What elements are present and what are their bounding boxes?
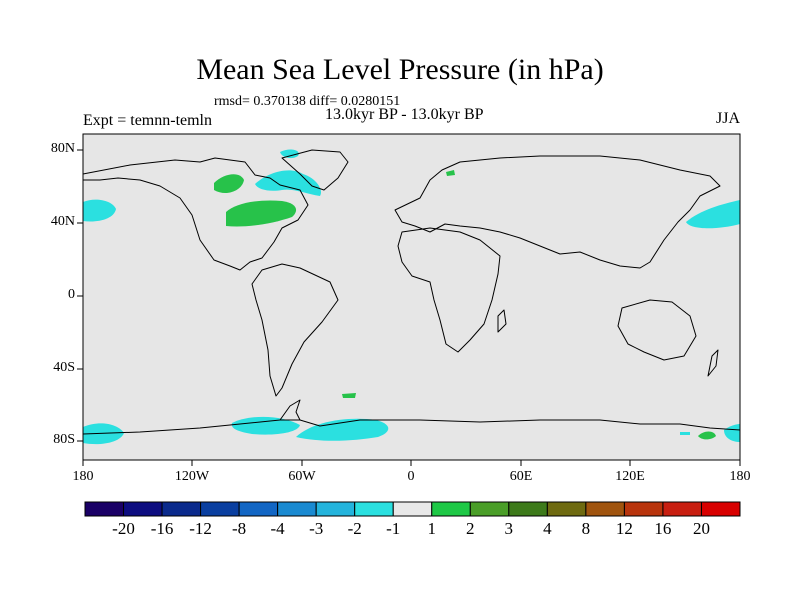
- lat-label-80s: 80S: [53, 432, 75, 447]
- colorbar-label: -12: [189, 519, 212, 538]
- anomaly-npacific-east: [686, 200, 740, 229]
- colorbar-label: 3: [504, 519, 514, 538]
- lon-label-180e: 180: [729, 469, 751, 484]
- antarctica-coast: [82, 419, 741, 435]
- lon-label-60e: 60E: [509, 469, 533, 484]
- greenland-coast: [281, 149, 349, 191]
- colorbar-label: 8: [581, 519, 591, 538]
- colorbar-swatch: [623, 501, 664, 517]
- colorbar-swatch: [392, 501, 433, 517]
- colorbar-swatch: [662, 501, 702, 517]
- antarctic-peninsula: [279, 399, 301, 421]
- africa-coast: [397, 227, 501, 353]
- colorbar-label: -8: [232, 519, 247, 538]
- colorbar-label: -3: [309, 519, 324, 538]
- colorbar-label: -4: [270, 519, 285, 538]
- anomaly-arctic: [280, 149, 299, 159]
- colorbar-label: -2: [347, 519, 362, 538]
- colorbar-swatch: [354, 501, 394, 517]
- eurasia-coast: [394, 155, 721, 269]
- period-label: 13.0kyr BP - 13.0kyr BP: [325, 106, 484, 123]
- colorbar-swatch: [700, 501, 741, 517]
- anomaly-great-lakes: [226, 200, 297, 227]
- lat-ticks: [77, 149, 741, 466]
- anomaly-npacific-west: [83, 199, 116, 222]
- australia-coast: [617, 299, 697, 361]
- anomaly-small-south: [680, 432, 690, 435]
- map-title: Mean Sea Level Pressure (in hPa): [196, 53, 604, 86]
- map-panel: [83, 134, 740, 460]
- anomaly-weddell: [296, 418, 389, 441]
- colorbar-swatch: [123, 501, 163, 517]
- anomaly-scandinavia: [446, 170, 455, 176]
- lon-label-0: 0: [407, 469, 415, 484]
- lat-label-80n: 80N: [50, 141, 75, 156]
- lon-label-120w: 120W: [174, 469, 210, 484]
- colorbar-swatch: [277, 501, 317, 517]
- lon-label-180w: 180: [72, 469, 94, 484]
- experiment-label: Expt = temnn-temln: [83, 112, 212, 129]
- lat-label-40n: 40N: [50, 214, 75, 229]
- colorbar: [84, 501, 741, 517]
- anomaly-hudson-greenland: [255, 170, 322, 196]
- colorbar-swatch: [315, 501, 356, 517]
- madagascar-coast: [497, 309, 507, 333]
- colorbar-swatch: [84, 501, 125, 517]
- colorbar-label: -1: [386, 519, 401, 538]
- colorbar-swatch: [200, 501, 240, 517]
- colorbar-label: -16: [150, 519, 174, 538]
- colorbar-swatch: [546, 501, 587, 517]
- north-america-coast: [82, 157, 309, 271]
- colorbar-swatch: [508, 501, 548, 517]
- colorbar-label: 4: [543, 519, 552, 538]
- anomaly-antarctic-east: [698, 431, 716, 440]
- colorbar-label: 12: [615, 519, 633, 538]
- lat-label-0: 0: [68, 287, 75, 302]
- coastlines: [82, 149, 741, 435]
- new-zealand-coast: [707, 349, 719, 377]
- anomaly-ross: [724, 424, 740, 442]
- anomaly-bellingshausen: [231, 416, 300, 435]
- colorbar-label: -20: [112, 519, 135, 538]
- lon-label-60w: 60W: [288, 469, 316, 484]
- colorbar-label: 16: [654, 519, 672, 538]
- negative-anomaly-regions: [83, 149, 740, 445]
- anomaly-canada-west: [214, 174, 244, 194]
- lon-label-120e: 120E: [615, 469, 645, 484]
- colorbar-swatch: [585, 501, 625, 517]
- colorbar-label: 2: [466, 519, 475, 538]
- colorbar-label: 20: [693, 519, 710, 538]
- colorbar-swatch: [161, 501, 202, 517]
- colorbar-swatch: [469, 501, 510, 517]
- colorbar-swatch: [431, 501, 471, 517]
- south-america-coast: [251, 263, 339, 397]
- anomaly-south-atlantic: [342, 393, 356, 398]
- positive-anomaly-regions: [214, 170, 716, 440]
- stats-text: rmsd= 0.370138 diff= 0.0280151: [214, 94, 401, 109]
- colorbar-swatch: [238, 501, 279, 517]
- season-label: JJA: [716, 110, 741, 127]
- colorbar-label: 1: [427, 519, 437, 538]
- lat-label-40s: 40S: [53, 360, 75, 375]
